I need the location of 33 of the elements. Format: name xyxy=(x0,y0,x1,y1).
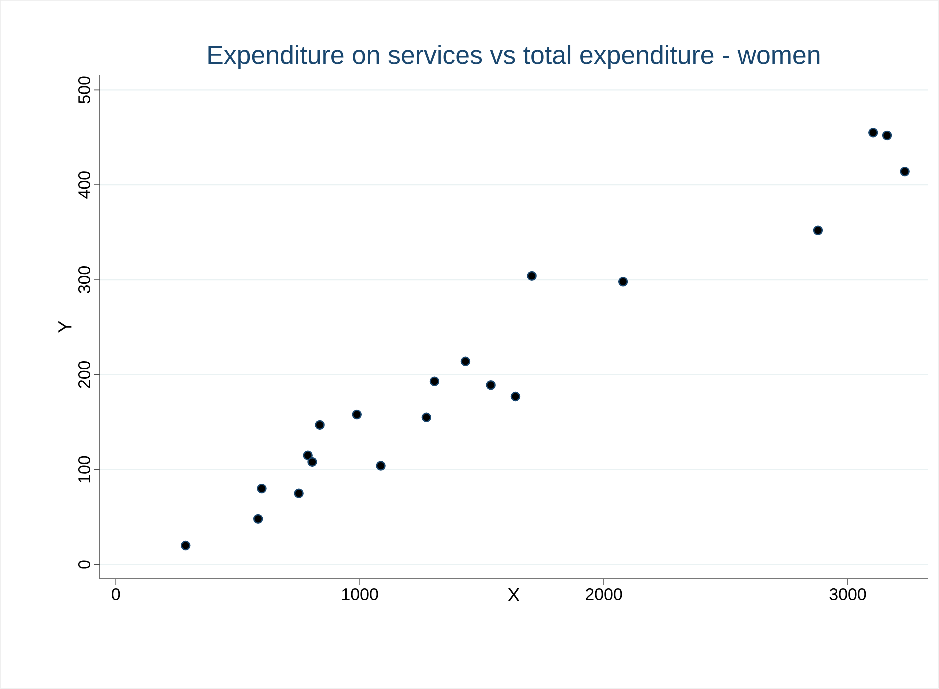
y-tick-label: 400 xyxy=(78,172,90,199)
point xyxy=(900,166,910,177)
point xyxy=(257,484,267,494)
point xyxy=(813,226,824,236)
point xyxy=(618,277,628,287)
point xyxy=(882,130,892,141)
y-tick-label: 100 xyxy=(78,456,90,483)
y-tick-label: 0 xyxy=(78,560,90,569)
point xyxy=(315,420,325,430)
y-tick-label: 500 xyxy=(78,76,90,104)
point xyxy=(308,457,318,468)
point xyxy=(510,392,521,402)
point xyxy=(253,514,264,524)
point xyxy=(486,380,496,390)
point xyxy=(527,271,537,282)
chart-title: Expenditure on services vs total expenditure - women xyxy=(208,45,820,70)
y-tick-label: 200 xyxy=(78,361,90,388)
x-tick-label: 3000 xyxy=(830,588,866,600)
point xyxy=(303,450,313,460)
point xyxy=(181,540,191,551)
point xyxy=(460,356,471,366)
point xyxy=(376,461,386,471)
x-tick-label: 1000 xyxy=(342,588,378,600)
y-tick-label: 300 xyxy=(78,266,90,294)
y-axis-title: Y xyxy=(58,321,72,333)
x-tick-label: 2000 xyxy=(586,588,622,600)
x-axis-title: X xyxy=(508,588,520,602)
point xyxy=(352,410,362,420)
point xyxy=(868,128,878,138)
point xyxy=(294,488,304,498)
point xyxy=(422,412,432,422)
x-tick-label: 0 xyxy=(112,588,120,600)
point xyxy=(430,376,440,386)
